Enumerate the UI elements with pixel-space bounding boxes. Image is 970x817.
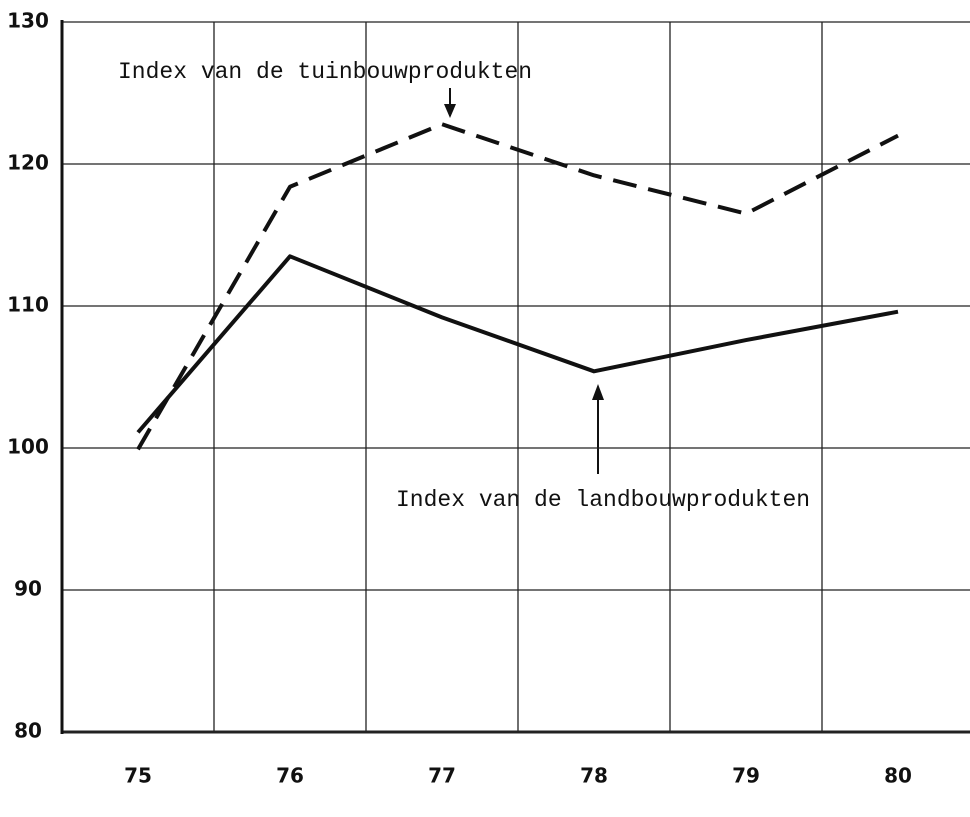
x-tick-label: 80	[884, 764, 912, 788]
x-tick-label: 77	[428, 764, 456, 788]
x-tick-label: 79	[732, 764, 760, 788]
y-tick-label: 110	[7, 293, 49, 317]
arrow-head	[444, 104, 456, 118]
y-tick-label: 90	[14, 577, 42, 601]
x-tick-label: 76	[276, 764, 304, 788]
annotation: Index van de tuinbouwprodukten	[118, 59, 532, 85]
arrow-head	[592, 384, 604, 400]
y-tick-label: 130	[7, 9, 49, 33]
y-tick-label: 100	[7, 435, 49, 459]
series-line	[136, 254, 899, 434]
y-tick-label: 80	[14, 719, 42, 743]
annotation: Index van de landbouwprodukten	[396, 487, 810, 513]
x-tick-label: 78	[580, 764, 608, 788]
series-line	[136, 122, 899, 451]
x-tick-label: 75	[124, 764, 152, 788]
y-tick-label: 120	[7, 151, 49, 175]
